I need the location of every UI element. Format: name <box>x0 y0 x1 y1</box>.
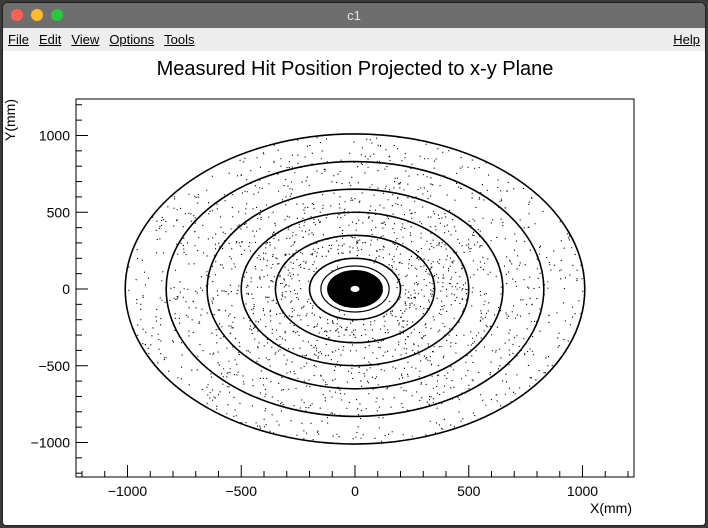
plot-canvas[interactable]: Measured Hit Position Projected to x-y P… <box>3 51 705 525</box>
hit-rings <box>124 133 586 445</box>
menu-tools-label: Tools <box>164 32 195 47</box>
menu-file[interactable]: File <box>8 32 29 47</box>
x-tick-label: −1000 <box>108 483 148 499</box>
y-tick-label: 1000 <box>39 128 70 144</box>
menu-view-label: View <box>71 32 100 47</box>
y-tick-label: −1000 <box>31 435 71 451</box>
menu-help[interactable]: Help <box>673 32 700 47</box>
menu-options-label: Options <box>109 32 155 47</box>
y-tick-label: 500 <box>47 204 71 220</box>
x-axis-label: X(mm) <box>590 500 632 516</box>
y-axis-label: Y(mm) <box>3 99 18 141</box>
menu-options[interactable]: Options <box>109 32 154 47</box>
zoom-button[interactable] <box>51 9 63 21</box>
menu-help-label: Help <box>673 32 700 47</box>
chart-title: Measured Hit Position Projected to x-y P… <box>157 58 554 80</box>
ring-hit-ring-3 <box>240 211 470 367</box>
menu-edit[interactable]: Edit <box>39 32 61 47</box>
window-controls <box>11 9 63 21</box>
menu-view[interactable]: View <box>71 32 99 47</box>
menu-bar: File Edit View Options Tools Help <box>3 28 705 52</box>
ring-outer-boundary-0 <box>124 133 586 445</box>
x-tick-label: 500 <box>457 483 481 499</box>
x-tick-label: 1000 <box>567 483 598 499</box>
y-tick-label: 0 <box>62 281 70 297</box>
menu-file-label: File <box>8 32 29 47</box>
close-button[interactable] <box>11 9 23 21</box>
ring-central-hole-8 <box>350 285 360 293</box>
menu-tools[interactable]: Tools <box>164 32 194 47</box>
x-tick-label: 0 <box>351 483 359 499</box>
scatter-plot[interactable]: Measured Hit Position Projected to x-y P… <box>3 51 705 525</box>
x-tick-label: −500 <box>225 483 257 499</box>
ring-inner-gap-edge-6 <box>320 265 390 313</box>
title-bar[interactable]: c1 <box>3 3 705 28</box>
ring-hit-ring-5 <box>308 257 402 321</box>
ring-dense-core-edge-7 <box>327 269 383 309</box>
ring-hit-ring-2 <box>206 188 504 390</box>
menu-edit-label: Edit <box>38 32 62 47</box>
y-tick-label: −500 <box>38 358 70 374</box>
ring-hit-ring-4 <box>274 234 436 344</box>
minimize-button[interactable] <box>31 9 43 21</box>
axes: −1000 −500 0 500 1000 1000 500 0 −500 −1000 <box>31 104 629 499</box>
window-title: c1 <box>347 8 361 23</box>
ring-hit-ring-1 <box>165 160 545 418</box>
